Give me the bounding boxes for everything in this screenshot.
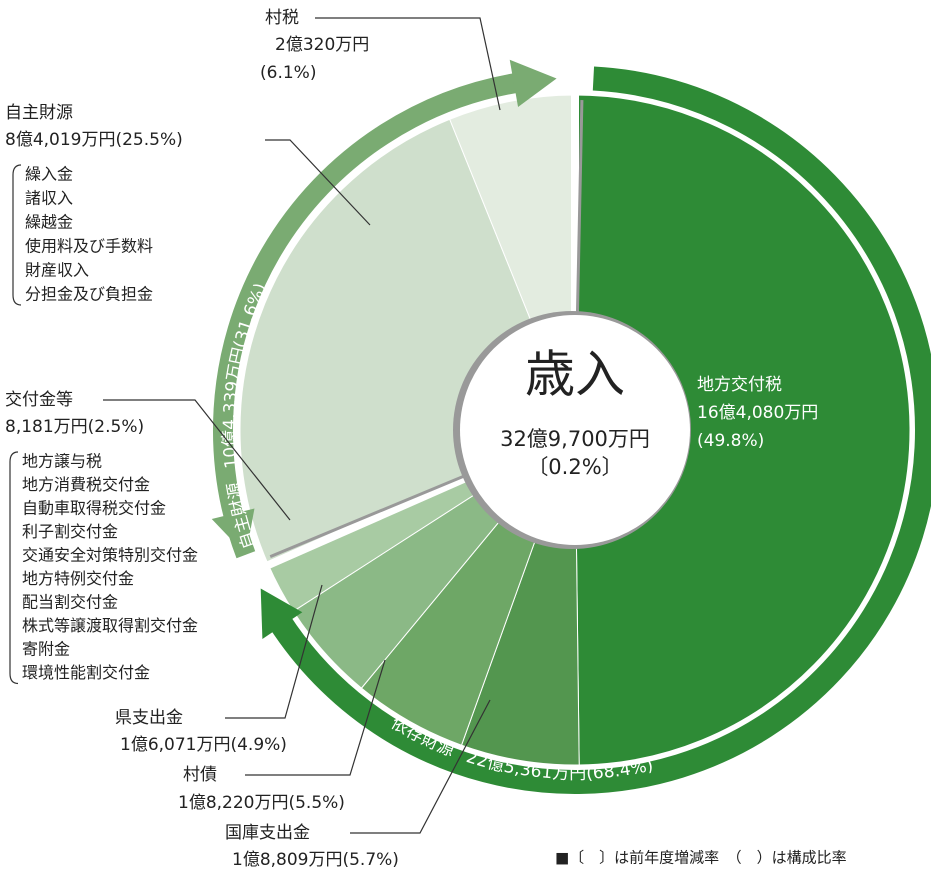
- group-separator-shadow: [575, 100, 584, 316]
- sub-item: 繰入金: [25, 165, 73, 184]
- group-arrow: [211, 508, 255, 555]
- sub-item: 分担金及び負担金: [25, 285, 153, 304]
- value-label: (5.7%): [342, 850, 398, 870]
- value-label: (4.9%): [230, 735, 286, 755]
- group-arrow: [509, 59, 557, 107]
- amount: 1億8,809万円: [232, 850, 342, 870]
- leader-line: [315, 17, 501, 111]
- amount: 8億4,019万円: [5, 130, 115, 150]
- brace: [12, 164, 22, 306]
- leader-line: [350, 699, 491, 834]
- category-label: 交付金等: [5, 390, 73, 410]
- sub-item: 地方譲与税: [22, 452, 102, 471]
- brace: [9, 451, 19, 685]
- sub-item: 地方消費税交付金: [22, 475, 150, 494]
- pie-slice: [574, 94, 911, 766]
- sub-item: 交通安全対策特別交付金: [22, 546, 198, 565]
- value-label: (2.5%): [88, 417, 144, 437]
- sub-item: 地方特例交付金: [22, 569, 134, 588]
- center-total: 32億9,700万円: [500, 427, 650, 451]
- group-arc: [213, 72, 522, 559]
- amount-label: 8,181万円(2.5%): [5, 417, 144, 437]
- amount-label: 1億6,071万円(4.9%): [120, 735, 287, 755]
- amount: 1億6,071万円: [120, 735, 230, 755]
- sub-item: 諸収入: [25, 189, 73, 208]
- group-arc: [268, 66, 931, 794]
- value-label: (25.5%): [115, 130, 182, 150]
- sub-item: 環境性能割交付金: [22, 663, 150, 682]
- category-label: 自主財源: [5, 103, 73, 123]
- leader-line: [245, 659, 386, 776]
- group-arrow: [260, 588, 303, 639]
- category-label: 県支出金: [115, 708, 183, 728]
- sub-item: 使用料及び手数料: [25, 237, 153, 256]
- amount-label: 8億4,019万円(25.5%): [5, 130, 183, 150]
- leader-line: [225, 584, 323, 719]
- value-label: (6.1%): [260, 63, 316, 83]
- amount: 1億8,220万円: [178, 793, 288, 813]
- note: ■〔 〕は前年度増減率 （ ）は構成比率: [555, 849, 847, 867]
- sub-item: 繰越金: [25, 213, 73, 232]
- leader-line: [103, 399, 291, 521]
- amount: 8,181万円: [5, 417, 88, 437]
- sub-item: 寄附金: [22, 640, 70, 659]
- sub-item: 配当割交付金: [22, 593, 118, 612]
- amount-label: 1億8,220万円(5.5%): [178, 793, 345, 813]
- sub-item: 自動車取得税交付金: [22, 499, 166, 518]
- center-change: 〔0.2%〕: [527, 455, 622, 479]
- value-label: (49.8%): [697, 431, 764, 451]
- amount-label: 2億320万円: [275, 35, 369, 55]
- sub-item: 株式等譲渡取得割交付金: [22, 616, 198, 635]
- category-label: 地方交付税: [697, 375, 782, 395]
- sub-item: 財産収入: [25, 261, 89, 280]
- center-hole: [460, 315, 690, 545]
- group-separator-shadow: [269, 472, 470, 558]
- value-label: (5.5%): [288, 793, 344, 813]
- amount-label: 1億8,809万円(5.7%): [232, 850, 399, 870]
- sub-item: 利子割交付金: [22, 522, 118, 541]
- category-label: 村債: [183, 765, 217, 785]
- category-label: 国庫支出金: [225, 823, 310, 843]
- leader-line: [265, 139, 371, 226]
- amount-label: 16億4,080万円: [697, 403, 818, 423]
- chart-title: 歳入: [525, 346, 625, 404]
- category-label: 村税: [265, 8, 299, 28]
